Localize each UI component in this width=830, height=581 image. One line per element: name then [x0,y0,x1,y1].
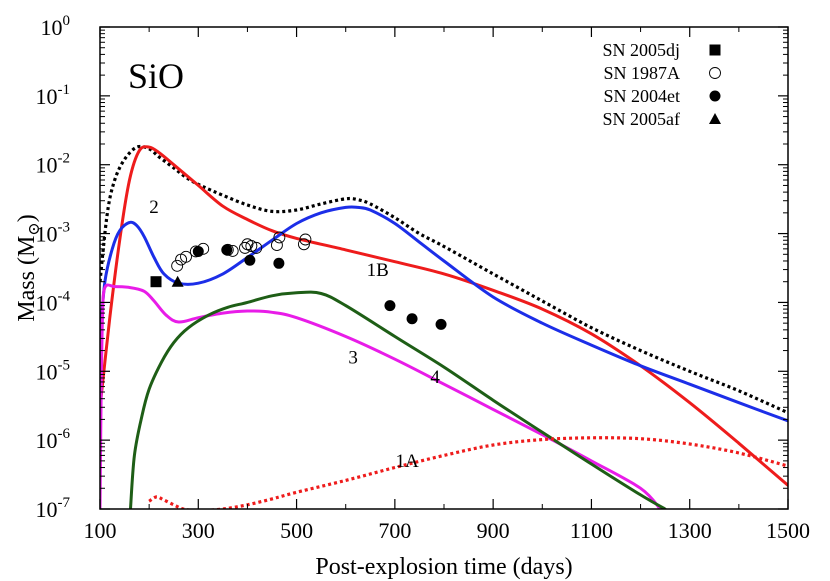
series-line-1A [148,436,788,509]
plot-frame [99,26,789,510]
curve-label-3: 3 [348,347,358,368]
y-tick-label-base: 10 [36,222,58,247]
legend-marker-sn-2005af [709,113,721,124]
legend-marker-sn-2004et [709,90,721,102]
data-point-sn-2004et [273,257,285,269]
legend-label-sn-1987a: SN 1987A [603,63,680,83]
curve-label-1b: 1B [367,260,389,281]
y-tick-label-base: 10 [36,359,58,384]
x-tick-label: 900 [477,518,510,543]
curve-label-2: 2 [149,197,159,218]
legend-label-sn-2004et: SN 2004et [604,86,681,106]
y-tick-label-base: 10 [41,15,63,40]
data-point-sn-1987a [180,250,192,263]
y-tick-label: 10-1 [36,82,71,109]
curve-labels: 2 1B 3 4 1A [149,197,440,472]
y-tick-label-exp: -5 [58,357,71,373]
series-line-1B [100,205,788,423]
series-line-total [100,144,788,415]
x-tick-label: 300 [182,518,215,543]
plot-clip-group [100,144,788,509]
legend-label-sn-2005af: SN 2005af [603,109,681,129]
data-point-sn-2004et [244,254,256,266]
y-tick-label-base: 10 [36,290,58,315]
series-line-3 [100,283,662,509]
x-tick-label: 100 [84,518,117,543]
y-tick-label: 100 [41,13,71,40]
x-tick-label: 1100 [570,518,613,543]
y-tick-label-exp: -4 [58,288,71,304]
curve-label-1a: 1A [396,451,420,472]
data-point-sn-2004et [384,300,396,312]
data-point-sn-2005dj [150,276,162,288]
x-axis-title: Post-explosion time (days) [315,554,572,580]
y-tick-label-exp: 0 [63,13,71,29]
y-axis-title-sun: ⊙ [26,222,43,235]
data-point-sn-1987a [250,241,263,254]
x-tick-label: 700 [378,518,411,543]
y-tick-label: 10-2 [36,151,71,178]
data-point-sn-1987a [245,240,258,252]
x-tick-label: 1500 [766,518,810,543]
y-tick-label: 10-5 [36,357,71,384]
y-tick-label-exp: -7 [58,495,71,511]
y-tick-label-exp: -3 [58,220,71,236]
legend: SN 2005dj SN 1987A SN 2004et SN 2005af [602,40,721,129]
data-point-sn-2005af [171,275,184,287]
data-point-sn-2004et [192,245,204,257]
data-point-sn-1987a [273,231,286,244]
y-tick-label-base: 10 [36,497,58,522]
y-tick-label: 10-7 [36,495,71,522]
y-tick-label-exp: -2 [58,151,71,167]
y-tick-label-exp: -6 [58,426,71,442]
y-tick-label: 10-6 [36,426,71,453]
data-point-sn-1987a [297,238,310,251]
y-tick-label: 10-3 [36,220,71,247]
y-tick-label-exp: -1 [58,82,71,98]
curve-label-4: 4 [430,367,440,388]
data-point-sn-2004et [221,244,233,256]
data-point-sn-1987a [299,233,312,246]
y-tick-label-base: 10 [36,428,58,453]
chart-title: SiO [128,56,184,96]
x-tick-label: 1300 [668,518,712,543]
data-point-sn-2004et [406,313,418,325]
x-tick-label: 500 [280,518,313,543]
legend-marker-sn-1987a [709,67,721,79]
y-axis-title-main: Mass (M [14,236,40,322]
legend-marker-sn-2005dj [709,44,721,56]
legend-label-sn-2005dj: SN 2005dj [602,40,680,60]
y-tick-label-base: 10 [36,84,58,109]
series-line-red [100,145,788,487]
data-point-sn-2004et [435,318,447,330]
y-tick-label: 10-4 [36,288,71,315]
data-point-sn-1987a [171,259,184,272]
series-line-4 [129,290,667,509]
data-point-sn-1987a [270,239,283,252]
y-axis-title-close: ) [14,214,40,222]
y-tick-label-base: 10 [36,153,58,178]
y-axis-title: Mass (M⊙) [14,214,43,321]
